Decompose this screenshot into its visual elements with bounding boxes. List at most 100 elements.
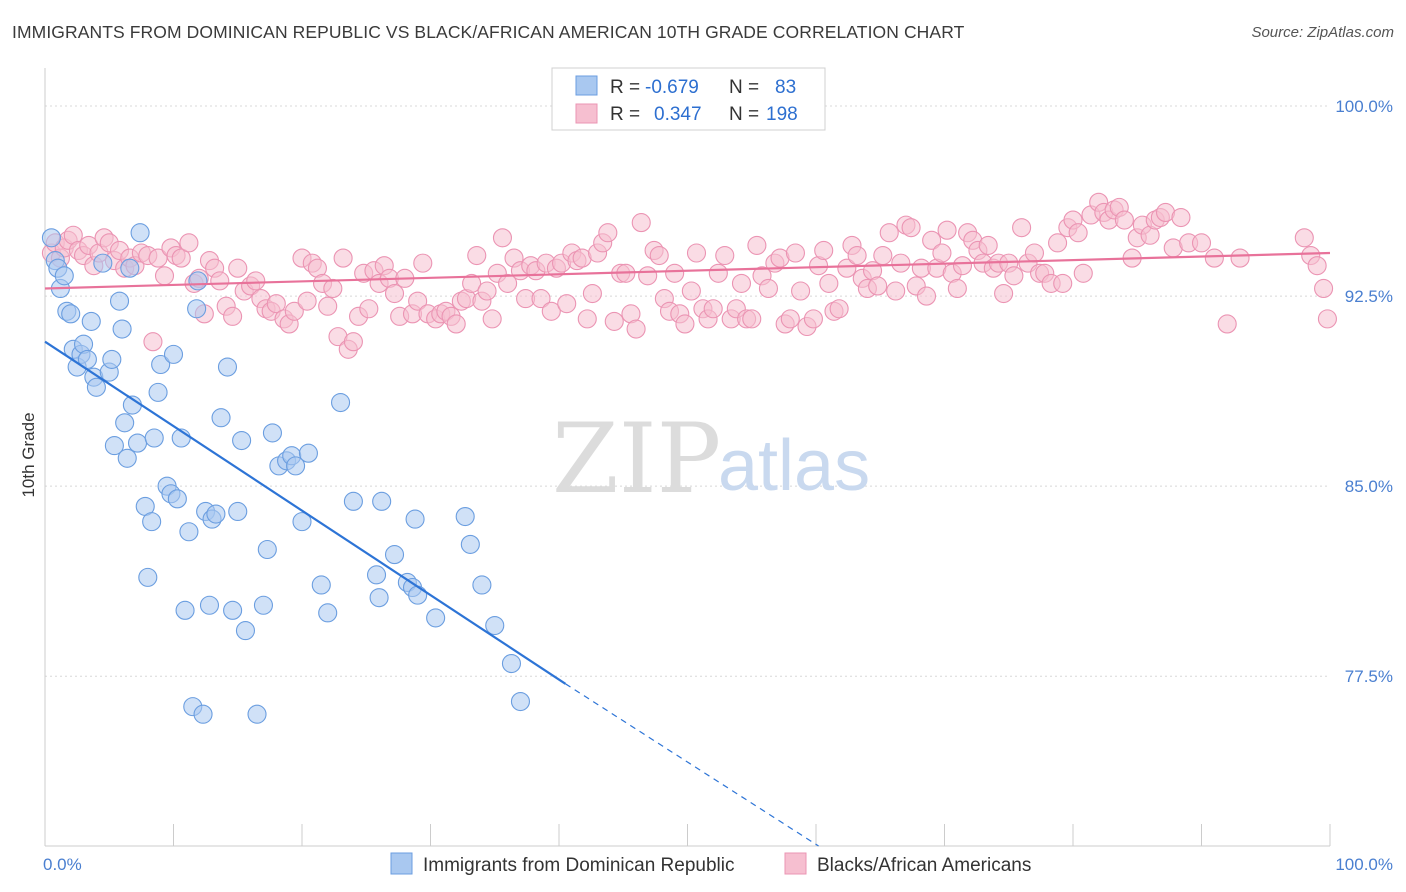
watermark-atlas: atlas <box>718 426 870 506</box>
pink-point-64 <box>384 283 405 304</box>
blue-point-12 <box>81 311 101 331</box>
blue-point-76 <box>426 608 446 628</box>
blue-point-81 <box>501 653 522 674</box>
legend-r-label-pink: R = <box>610 104 640 125</box>
blue-point-41 <box>187 299 207 319</box>
blue-point-55 <box>253 595 274 615</box>
pink-point-131 <box>747 235 767 255</box>
pink-point-182 <box>1024 243 1044 263</box>
blue-point-29 <box>142 512 162 532</box>
pink-point-35 <box>228 258 248 278</box>
x-tick-label-0: 0.0% <box>43 855 82 874</box>
blue-point-4 <box>54 266 74 286</box>
pink-point-137 <box>780 309 800 329</box>
blue-point-0 <box>41 228 61 248</box>
legend-n-value-pink: 198 <box>766 104 798 125</box>
legend-swatch-blue <box>575 75 598 96</box>
bottom-legend: Immigrants from Dominican Republic Black… <box>390 852 1031 876</box>
pink-point-105 <box>604 311 624 331</box>
blue-point-64 <box>311 575 331 595</box>
pink-point-128 <box>731 273 752 293</box>
pink-point-166 <box>937 220 957 240</box>
blue-point-51 <box>228 501 248 522</box>
pink-point-162 <box>916 286 937 306</box>
pink-point-159 <box>901 218 921 238</box>
blue-point-38 <box>175 600 195 620</box>
blue-point-82 <box>510 692 531 712</box>
blue-point-26 <box>130 223 150 243</box>
blue-point-36 <box>167 489 187 509</box>
blue-point-70 <box>372 491 392 511</box>
blue-point-80 <box>485 615 505 636</box>
series-blue-points <box>41 223 531 724</box>
pink-point-68 <box>408 291 428 311</box>
blue-point-68 <box>366 565 387 585</box>
pink-point-169 <box>952 256 973 276</box>
pink-point-211 <box>1217 314 1237 334</box>
blue-point-50 <box>223 600 243 620</box>
blue-point-18 <box>104 436 124 456</box>
pink-point-146 <box>829 299 849 319</box>
pink-point-93 <box>541 301 561 321</box>
pink-point-207 <box>1171 207 1191 228</box>
pink-point-198 <box>1114 210 1134 230</box>
pink-point-210 <box>1204 248 1224 268</box>
pink-point-180 <box>1012 218 1032 238</box>
pink-point-104 <box>598 223 618 243</box>
pink-point-59 <box>359 299 379 319</box>
y-tick-label-3: 77.5% <box>1345 667 1393 686</box>
pink-point-124 <box>708 263 728 283</box>
legend-r-value-pink: 0.347 <box>654 104 702 125</box>
pink-point-78 <box>462 273 482 293</box>
pink-point-91 <box>531 289 551 309</box>
pink-point-34 <box>223 306 243 326</box>
pink-point-139 <box>791 281 811 301</box>
legend-n-label-pink: N = <box>729 104 759 125</box>
blue-point-54 <box>247 704 267 724</box>
pink-point-149 <box>847 245 867 266</box>
pink-point-22 <box>154 266 175 286</box>
blue-point-77 <box>455 507 475 527</box>
pink-point-45 <box>284 301 304 321</box>
bottom-legend-swatch-pink <box>784 852 807 875</box>
pink-point-153 <box>868 276 888 296</box>
blue-point-74 <box>408 585 428 605</box>
legend-swatch-pink <box>575 103 598 124</box>
series-pink-points <box>41 192 1337 359</box>
chart-source: Source: ZipAtlas.com <box>1251 24 1394 41</box>
legend-n-value-blue: 83 <box>775 77 796 98</box>
blue-point-45 <box>199 595 220 615</box>
blue-point-53 <box>235 621 256 641</box>
blue-point-6 <box>61 304 81 324</box>
pink-point-163 <box>922 230 942 250</box>
blue-point-66 <box>330 392 351 413</box>
pink-point-118 <box>675 314 695 334</box>
pink-point-177 <box>994 283 1014 304</box>
pink-point-82 <box>482 309 502 329</box>
blue-point-65 <box>318 603 338 623</box>
blue-point-48 <box>211 408 231 428</box>
watermark: ZIP atlas <box>552 403 870 515</box>
pink-point-85 <box>498 273 518 293</box>
blue-point-78 <box>460 534 480 554</box>
pink-point-155 <box>879 223 899 243</box>
blue-point-32 <box>151 354 171 375</box>
pink-point-100 <box>577 309 597 329</box>
pink-point-133 <box>758 278 779 299</box>
blue-point-63 <box>298 443 318 463</box>
pink-point-38 <box>246 271 266 291</box>
blue-point-67 <box>343 491 363 511</box>
pink-point-75 <box>446 314 466 334</box>
watermark-zip: ZIP <box>552 403 721 515</box>
bottom-legend-label-blue: Immigrants from Dominican Republic <box>423 855 735 876</box>
pink-point-144 <box>819 273 839 293</box>
pink-point-209 <box>1191 233 1212 253</box>
blue-point-21 <box>115 413 135 433</box>
blue-point-19 <box>109 291 130 311</box>
pink-point-143 <box>814 240 834 261</box>
pink-point-52 <box>323 278 343 299</box>
blue-point-42 <box>188 271 208 291</box>
pink-point-96 <box>557 294 577 314</box>
pink-point-156 <box>886 281 906 301</box>
